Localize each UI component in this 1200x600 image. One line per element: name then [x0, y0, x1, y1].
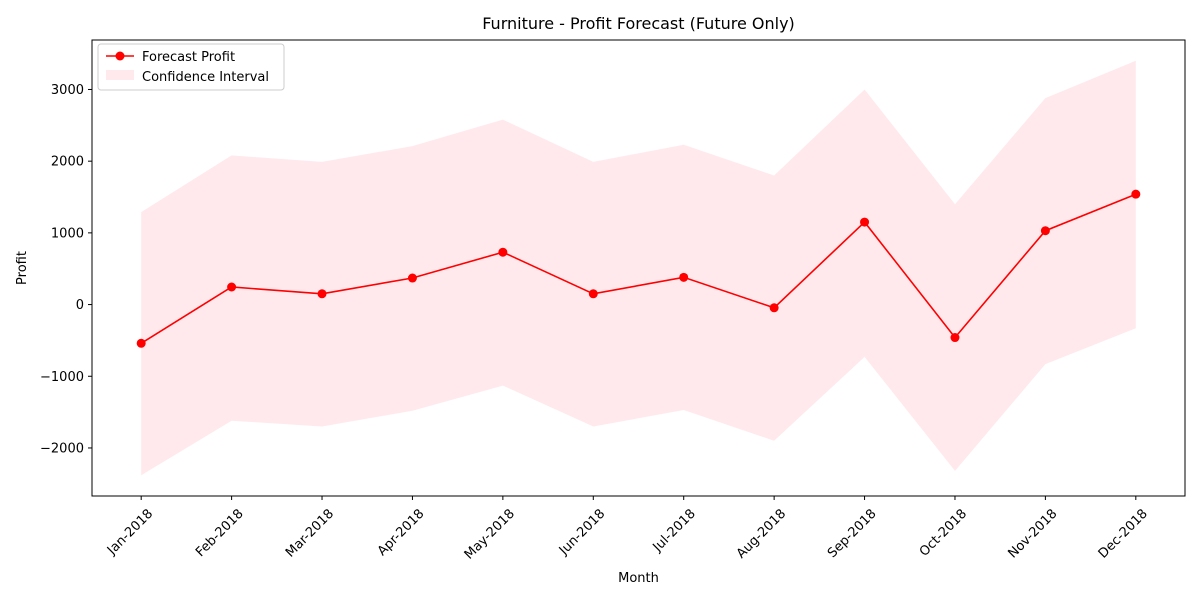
x-tick-label: Jun-2018: [556, 506, 608, 558]
legend-label-confidence: Confidence Interval: [142, 70, 269, 85]
x-tick-label: Sep-2018: [825, 506, 880, 561]
forecast-point: [769, 303, 779, 313]
y-tick-label: 2000: [51, 155, 84, 170]
y-tick-label: −2000: [40, 441, 84, 456]
legend-marker-forecast: [115, 51, 125, 61]
legend: Forecast Profit Confidence Interval: [97, 43, 285, 91]
x-axis-label: Month: [618, 571, 659, 586]
forecast-point: [679, 272, 689, 282]
x-tick-label: Aug-2018: [734, 506, 789, 561]
y-axis: −2000 −1000 0 1000 2000 3000: [40, 83, 92, 456]
y-tick-label: 1000: [51, 226, 84, 241]
x-tick-label: Apr-2018: [375, 506, 428, 559]
forecast-point: [407, 273, 417, 283]
x-tick-label: Dec-2018: [1096, 506, 1151, 561]
forecast-point: [588, 289, 598, 299]
x-tick-label: Nov-2018: [1005, 506, 1060, 561]
forecast-point: [227, 282, 237, 292]
confidence-interval-band: [141, 60, 1136, 476]
chart-title: Furniture - Profit Forecast (Future Only…: [482, 14, 795, 33]
x-tick-label: Oct-2018: [917, 506, 970, 559]
forecast-point: [1131, 189, 1141, 199]
y-tick-label: 0: [76, 298, 84, 313]
forecast-point: [950, 333, 960, 343]
plot-area: [136, 60, 1141, 476]
y-axis-label: Profit: [15, 251, 30, 285]
x-tick-label: Jan-2018: [104, 506, 156, 558]
forecast-point: [1040, 226, 1050, 236]
forecast-point: [317, 289, 327, 299]
forecast-profit-line: [140, 193, 1137, 344]
x-axis: Jan-2018 Feb-2018 Mar-2018 Apr-2018 May-2018…: [104, 496, 1151, 563]
legend-label-forecast: Forecast Profit: [142, 50, 235, 65]
forecast-point: [860, 217, 870, 227]
forecast-point: [498, 247, 508, 257]
x-tick-label: May-2018: [462, 506, 518, 562]
y-tick-label: −1000: [40, 370, 84, 385]
legend-swatch-confidence: [106, 70, 134, 80]
x-tick-label: Mar-2018: [283, 506, 337, 560]
forecast-point: [136, 338, 146, 348]
y-tick-label: 3000: [51, 83, 84, 98]
x-tick-label: Jul-2018: [650, 506, 699, 555]
legend-box: [97, 43, 285, 91]
plot-frame: [91, 39, 1186, 497]
x-tick-label: Feb-2018: [193, 506, 247, 560]
